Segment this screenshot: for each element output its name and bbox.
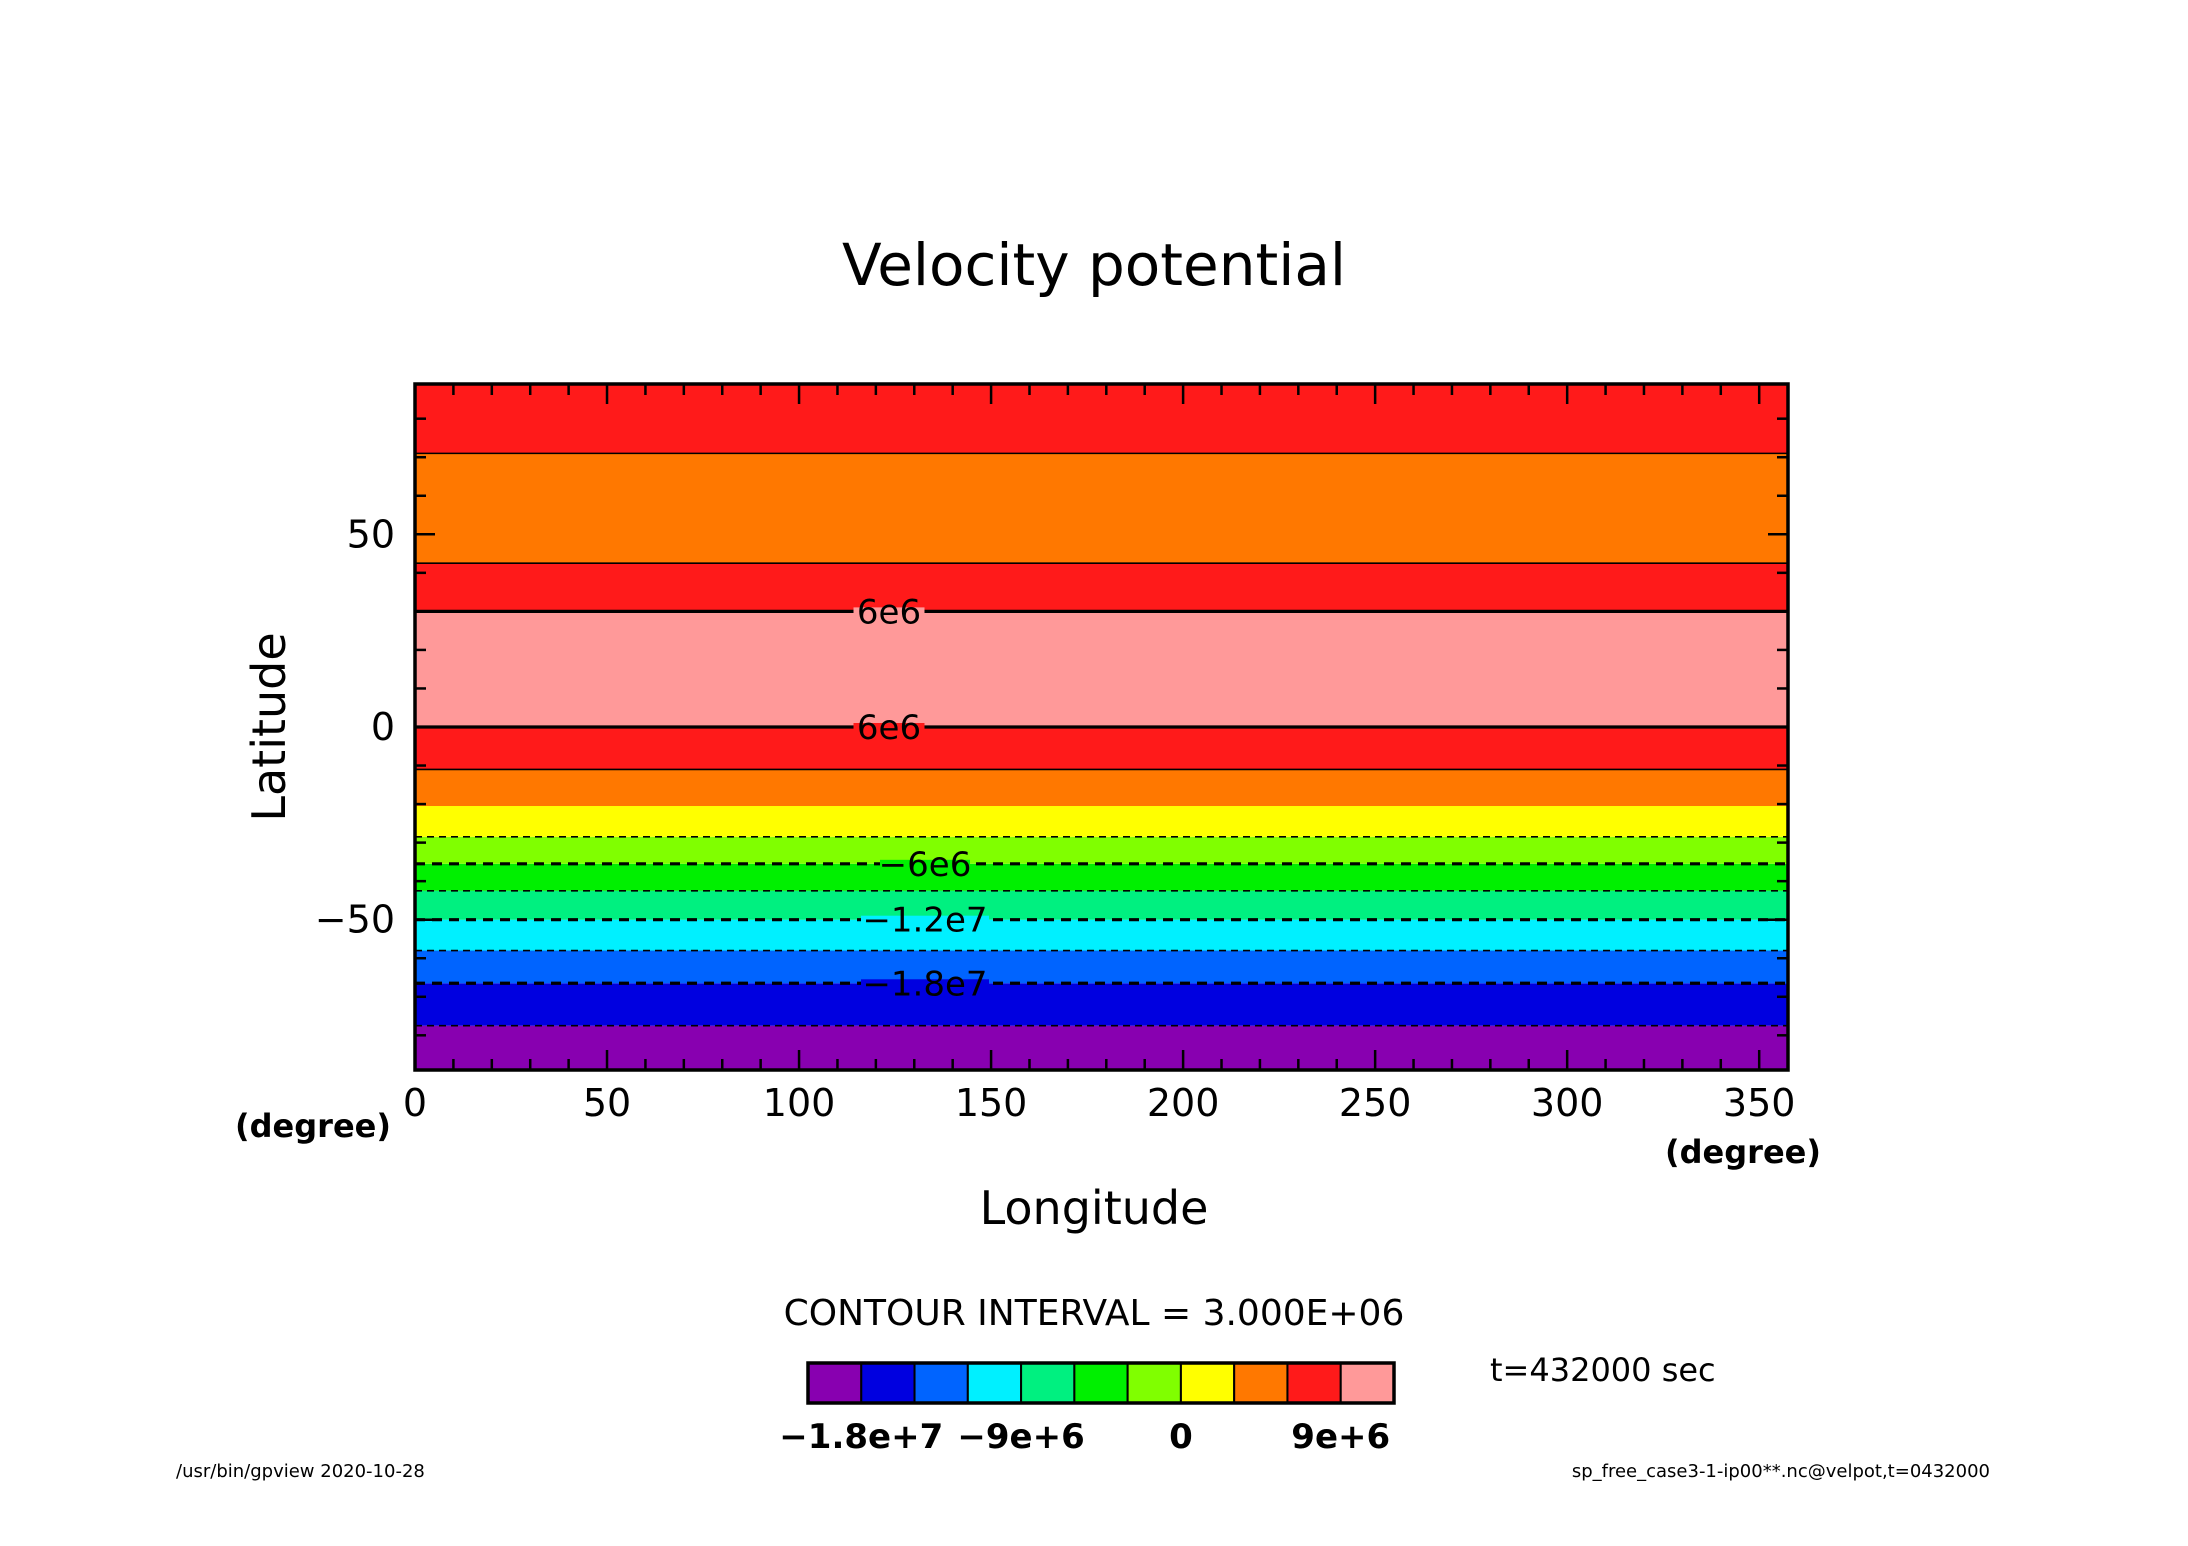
contour-label-gap-1: [861, 979, 989, 988]
time-label: t=432000 sec: [1490, 1351, 1716, 1389]
colorbar: −1.8e+7 −9e+6 0 9e+6: [779, 1361, 1396, 1457]
band-8: [415, 769, 1788, 807]
band-9: [415, 727, 1788, 770]
y-tick-label: −50: [315, 898, 395, 942]
band-4: [415, 890, 1788, 920]
colorbar-cell-4: [1020, 1362, 1076, 1404]
band-1: [415, 983, 1788, 1026]
x-tick-label: 350: [1723, 1081, 1796, 1125]
x-tick-label: 0: [403, 1081, 427, 1125]
band-5: [415, 863, 1788, 891]
x-tick-label: 250: [1339, 1081, 1412, 1125]
y-unit-label: (degree): [235, 1107, 391, 1145]
contour-label-5: −6e6: [879, 845, 972, 885]
y-axis-label: Latitude: [242, 632, 296, 821]
band-6: [415, 836, 1788, 864]
colorbar-cell-7: [1179, 1362, 1236, 1404]
x-tick-label: 150: [955, 1081, 1028, 1125]
band-11: [415, 563, 1788, 612]
colorbar-cell-10: [1339, 1362, 1396, 1404]
colorbar-cell-0: [807, 1362, 863, 1404]
contour-label-9: 6e6: [857, 592, 921, 632]
band-13: [415, 384, 1788, 454]
chart-title: Velocity potential: [842, 231, 1346, 299]
colorbar-frame: [806, 1361, 1396, 1405]
colorbar-cell-2: [913, 1362, 969, 1404]
y-tick-label: 50: [347, 512, 395, 556]
colorbar-cell-9: [1286, 1362, 1342, 1404]
band-3: [415, 919, 1788, 951]
contour-label-gap-9: [853, 607, 925, 616]
plot-area: −1.8e7 −1.2e7 −6e6 6e6 6e6 0 50 100 150 200 250 300…: [315, 382, 1796, 1125]
band-12: [415, 453, 1788, 564]
colorbar-cell-1: [860, 1362, 916, 1404]
x-tick-label: 100: [763, 1081, 836, 1125]
band-2: [415, 950, 1788, 984]
x-axis-label: Longitude: [980, 1181, 1209, 1235]
colorbar-label-0: −1.8e+7: [779, 1417, 943, 1457]
contour-label-8: 6e6: [857, 708, 921, 748]
band-7: [415, 806, 1788, 837]
colorbar-cell-6: [1126, 1362, 1182, 1404]
x-tick-label: 200: [1147, 1081, 1220, 1125]
x-tick-label: 300: [1531, 1081, 1604, 1125]
colorbar-cell-3: [966, 1362, 1023, 1404]
colorbar-label-2: 0: [1169, 1417, 1193, 1457]
colorbar-label-3: 9e+6: [1291, 1417, 1390, 1457]
colorbar-cell-8: [1233, 1362, 1289, 1404]
colorbar-label-1: −9e+6: [957, 1417, 1084, 1457]
y-tick-label: 0: [371, 705, 395, 749]
band-0: [415, 1025, 1788, 1070]
footer-left: /usr/bin/gpview 2020-10-28: [176, 1461, 425, 1482]
x-tick-label: 50: [583, 1081, 631, 1125]
contour-label-gap-8: [853, 723, 925, 731]
band-10: [415, 611, 1788, 727]
contour-label-1: −1.8e7: [862, 964, 987, 1004]
contour-interval-text: CONTOUR INTERVAL = 3.000E+06: [784, 1293, 1405, 1334]
contour-label-gap-5: [880, 859, 970, 868]
footer-right: sp_free_case3-1-ip00**.nc@velpot,t=04320…: [1572, 1461, 1990, 1482]
colorbar-cell-5: [1073, 1362, 1129, 1404]
contour-label-gap-3: [861, 915, 989, 924]
x-unit-label: (degree): [1665, 1133, 1821, 1171]
contour-label-3: −1.2e7: [862, 901, 987, 941]
